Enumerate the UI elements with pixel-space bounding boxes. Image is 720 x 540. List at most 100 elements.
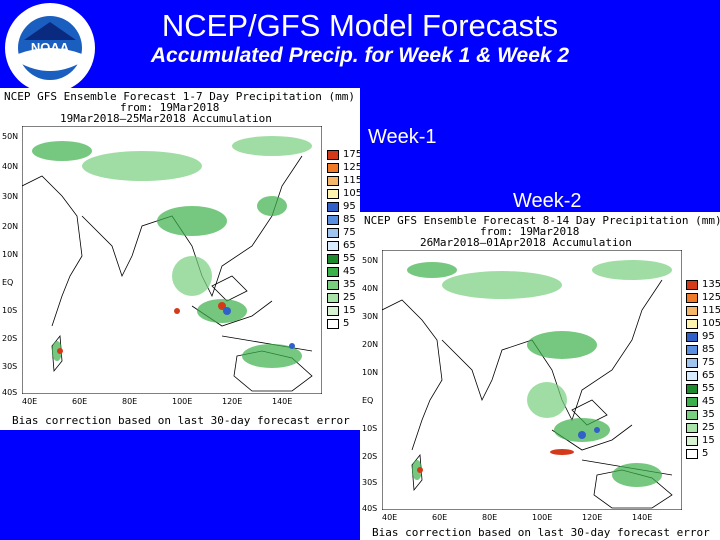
week1-lon-label: 40E [22,397,38,406]
colorbar-swatch [686,436,698,446]
colorbar-value: 75 [343,227,356,238]
colorbar-swatch [686,332,698,342]
week2-lon-label: 140E [632,513,653,522]
week2-precip-map: NCEP GFS Ensemble Forecast 8-14 Day Prec… [360,212,720,540]
colorbar-swatch [686,358,698,368]
colorbar-value: 35 [343,279,356,290]
week2-lat-label: 40S [362,504,378,513]
colorbar-value: 45 [702,396,715,407]
week1-lon-label: 120E [222,397,243,406]
colorbar-value: 35 [702,409,715,420]
colorbar-swatch [327,254,339,264]
colorbar-swatch [686,397,698,407]
week2-lat-label: 20S [362,452,378,461]
colorbar-swatch [686,423,698,433]
week1-label: Week-1 [368,126,437,148]
week2-map-canvas [382,250,682,510]
week2-label: Week-2 [513,190,582,212]
colorbar-value: 85 [343,214,356,225]
week2-lat-label: 30N [362,312,379,321]
colorbar-swatch [686,384,698,394]
week1-lat-label: 40N [2,162,19,171]
colorbar-value: 95 [702,331,715,342]
week1-footer: Bias correction based on last 30-day for… [12,414,350,427]
week1-lon-label: 140E [272,397,293,406]
slide-title: NCEP/GFS Model Forecasts [161,8,559,43]
colorbar-value: 25 [702,422,715,433]
colorbar-swatch [327,267,339,277]
colorbar-swatch [327,150,339,160]
colorbar-swatch [327,306,339,316]
week1-lon-label: 60E [72,397,88,406]
colorbar-value: 5 [343,318,350,329]
week1-header-line2: from: 19Mar2018 [120,101,220,114]
colorbar-swatch [686,371,698,381]
colorbar-swatch [686,410,698,420]
week2-header-line1: NCEP GFS Ensemble Forecast 8-14 Day Prec… [364,214,720,227]
colorbar-value: 175 [343,149,360,160]
week2-lon-label: 100E [532,513,553,522]
week2-lon-label: 60E [432,513,448,522]
colorbar-value: 25 [343,292,356,303]
week2-lat-label: 20N [362,340,379,349]
week1-lat-label: 50N [2,132,19,141]
week1-header-line3: 19Mar2018—25Mar2018 Accumulation [60,112,272,125]
week1-lon-label: 100E [172,397,193,406]
colorbar-swatch [686,280,698,290]
week2-lon-label: 80E [482,513,498,522]
week1-lat-label: 30S [2,362,18,371]
colorbar-swatch [327,202,339,212]
week2-lat-label: 10N [362,368,379,377]
week2-lat-label: 10S [362,424,378,433]
colorbar-swatch [686,345,698,355]
colorbar-value: 55 [343,253,356,264]
svg-text:NOAA: NOAA [31,40,70,55]
week2-header-line3: 26Mar2018—01Apr2018 Accumulation [420,236,632,249]
colorbar-value: 65 [702,370,715,381]
colorbar-value: 95 [343,201,356,212]
slide-subtitle: Accumulated Precip. for Week 1 & Week 2 [150,44,570,67]
noaa-logo-icon: NOAA [5,3,95,93]
week1-precip-map: NCEP GFS Ensemble Forecast 1-7 Day Preci… [0,88,360,430]
colorbar-swatch [327,215,339,225]
colorbar-swatch [327,280,339,290]
colorbar-swatch [686,319,698,329]
colorbar-value: 115 [702,305,720,316]
colorbar-value: 15 [702,435,715,446]
colorbar-swatch [327,176,339,186]
colorbar-value: 75 [702,357,715,368]
week1-lat-label: 20S [2,334,18,343]
week2-lat-label: EQ [362,396,374,405]
colorbar-swatch [327,293,339,303]
colorbar-value: 125 [702,292,720,303]
colorbar-value: 55 [702,383,715,394]
week1-map-canvas [22,126,322,394]
colorbar-value: 115 [343,175,360,186]
colorbar-value: 105 [702,318,720,329]
colorbar-swatch [686,293,698,303]
week2-lon-label: 40E [382,513,398,522]
colorbar-value: 5 [702,448,709,459]
week1-header-line1: NCEP GFS Ensemble Forecast 1-7 Day Preci… [4,90,355,103]
week2-lat-label: 30S [362,478,378,487]
colorbar-swatch [327,241,339,251]
week2-lat-label: 50N [362,256,379,265]
week1-lat-label: 40S [2,388,18,397]
colorbar-swatch [686,449,698,459]
week1-lat-label: EQ [2,278,14,287]
week1-lat-label: 30N [2,192,19,201]
colorbar-value: 15 [343,305,356,316]
colorbar-swatch [327,163,339,173]
colorbar-swatch [327,319,339,329]
week1-lon-label: 80E [122,397,138,406]
week2-lat-label: 40N [362,284,379,293]
week1-lat-label: 10N [2,250,19,259]
colorbar-swatch [686,306,698,316]
colorbar-value: 45 [343,266,356,277]
colorbar-swatch [327,189,339,199]
colorbar-value: 85 [702,344,715,355]
week2-lon-label: 120E [582,513,603,522]
colorbar-value: 135 [702,279,720,290]
week1-lat-label: 20N [2,222,19,231]
colorbar-value: 65 [343,240,356,251]
